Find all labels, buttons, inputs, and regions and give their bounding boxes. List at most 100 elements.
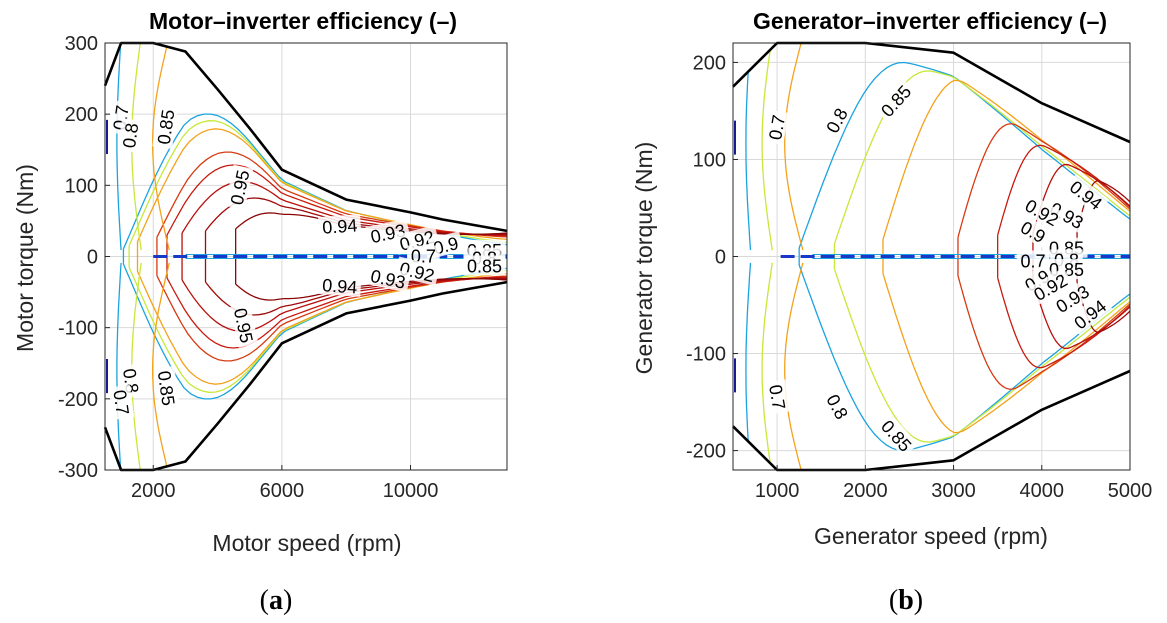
contour-label: 0.8	[819, 101, 853, 140]
contour-label-text: 0.7	[109, 389, 132, 417]
chart-b-y-ticks: 200 100 0 -100 -200	[686, 52, 738, 463]
contour-label-bg	[117, 117, 142, 153]
contour-label-text: 0.7	[765, 383, 789, 411]
contour-label-bg	[1014, 214, 1053, 249]
contour-0.9-lower	[957, 275, 1130, 390]
contour-label: 0.93	[365, 264, 411, 293]
caption-a-open: (	[260, 585, 269, 616]
contour-0.85-upper	[882, 79, 1130, 240]
x-tick-label: 3000	[931, 480, 976, 502]
contour-label: 0.85	[154, 365, 180, 411]
y-tick-label: -200	[686, 441, 726, 463]
x-tick-label: 2000	[131, 480, 176, 502]
contour-0.93-upper	[1032, 163, 1130, 234]
panel-motor-inverter: Motor–inverter efficiency (–) 0.7 0.8 0.85…	[12, 8, 508, 556]
chart-a-y-ticks: 300 200 100 0 -100 -200 -300	[58, 33, 110, 482]
contour-label-bg	[224, 164, 254, 210]
x-tick-label: 4000	[1020, 480, 1065, 502]
boundary-upper	[732, 41, 1131, 144]
contour-0.7-upper	[798, 61, 1130, 249]
chart-b-ylabel: Generator torque (Nm)	[631, 142, 657, 375]
contour-label: 0.94	[318, 214, 362, 238]
contour-label-bg	[821, 387, 855, 426]
contour-label: 0.8	[117, 117, 142, 153]
chart-a-contour-labels: 0.70.80.850.950.940.930.920.90.70.850.80…	[107, 100, 506, 420]
contour-label: 0.95	[224, 164, 254, 210]
contour-label-bg	[318, 273, 362, 297]
contour-0.9-upper	[957, 123, 1130, 238]
contour-label: 0.95	[230, 302, 259, 348]
contour-label-text: 0.7	[1020, 251, 1045, 271]
contour-label: 0.85	[463, 255, 506, 277]
contour-label: 0.94	[318, 273, 362, 298]
edge-contour-lower	[151, 262, 170, 470]
edge-contour-lower	[761, 262, 773, 470]
edge-contour-lower	[784, 262, 804, 470]
caption-b-letter: b	[898, 585, 914, 616]
chart-a-x-ticks: 2000 6000 10000	[131, 465, 438, 502]
contour-label-bg	[763, 109, 789, 145]
contour-label-text: 0.85	[154, 369, 179, 406]
x-tick-label: 6000	[260, 480, 305, 502]
contour-label-bg	[1063, 173, 1110, 216]
contour-label-bg	[1019, 192, 1066, 232]
chart-b-title: Generator–inverter efficiency (–)	[753, 8, 1107, 34]
y-tick-label: 200	[65, 104, 98, 126]
edge-contour-upper	[151, 43, 170, 251]
contour-label-text: 0.95	[227, 168, 254, 206]
chart-b-xlabel: Generator speed (rpm)	[814, 523, 1048, 549]
contour-label-bg	[152, 104, 178, 150]
x-tick-label: 2000	[843, 480, 888, 502]
contour-0.7-lower	[798, 264, 1130, 452]
y-tick-label: 100	[693, 149, 726, 171]
contour-label-bg	[1026, 267, 1074, 306]
contour-label: 0.85	[152, 104, 178, 150]
panel-generator-inverter: Generator–inverter efficiency (–) 0.7 0.8…	[631, 8, 1152, 549]
boundary-lower	[732, 369, 1131, 472]
contour-label-text: 0.95	[230, 306, 257, 344]
y-tick-label: 0	[87, 247, 98, 269]
y-tick-label: -100	[58, 318, 98, 340]
contour-label-bg	[1043, 195, 1091, 234]
contour-label-bg	[318, 214, 362, 238]
chart-b-x-ticks: 1000 2000 3000 4000 5000	[755, 465, 1152, 502]
y-tick-label: 100	[65, 175, 98, 197]
y-tick-label: -100	[686, 344, 726, 366]
chart-b-contour-labels: 0.70.80.850.940.930.920.90.70.850.80.850…	[763, 78, 1113, 458]
contour-label: 0.7	[109, 384, 135, 420]
x-tick-label: 5000	[1108, 480, 1153, 502]
contour-label-bg	[875, 413, 919, 458]
chart-a-contours	[106, 43, 507, 470]
contour-0.8-lower	[833, 269, 1130, 443]
edge-contour-upper	[784, 43, 804, 251]
contour-label-text: 0.94	[322, 215, 358, 237]
contour-label-bg	[1049, 278, 1096, 318]
chart-a-ylabel: Motor torque (Nm)	[12, 164, 38, 352]
contour-label-bg	[463, 255, 506, 276]
y-tick-label: -300	[58, 460, 98, 482]
caption-b-close: )	[914, 585, 923, 616]
edge-contour-upper	[761, 43, 773, 251]
contour-label-bg	[1066, 293, 1113, 335]
y-tick-label: -200	[58, 389, 98, 411]
x-tick-label: 1000	[755, 480, 800, 502]
contour-label: 0.7	[1016, 250, 1050, 271]
contour-label-bg	[154, 365, 180, 411]
y-tick-label: 300	[65, 33, 98, 55]
contour-label-bg	[1016, 250, 1050, 271]
caption-a: (a)	[260, 585, 293, 616]
chart-b-boundary	[732, 41, 1131, 472]
contour-label-bg	[365, 264, 411, 293]
contour-label-bg	[873, 78, 917, 123]
contour-label-text: 0.8	[119, 122, 142, 150]
chart-a-title: Motor–inverter efficiency (–)	[149, 8, 457, 34]
contour-0.93-lower	[1032, 279, 1130, 350]
contour-0.8-upper	[833, 70, 1130, 244]
x-tick-label: 10000	[383, 480, 439, 502]
contour-label-text: 0.94	[322, 275, 358, 297]
y-tick-label: 200	[693, 52, 726, 74]
contour-label-bg	[819, 101, 853, 140]
contour-label-bg	[230, 302, 259, 348]
contour-0.85-lower	[882, 273, 1130, 434]
